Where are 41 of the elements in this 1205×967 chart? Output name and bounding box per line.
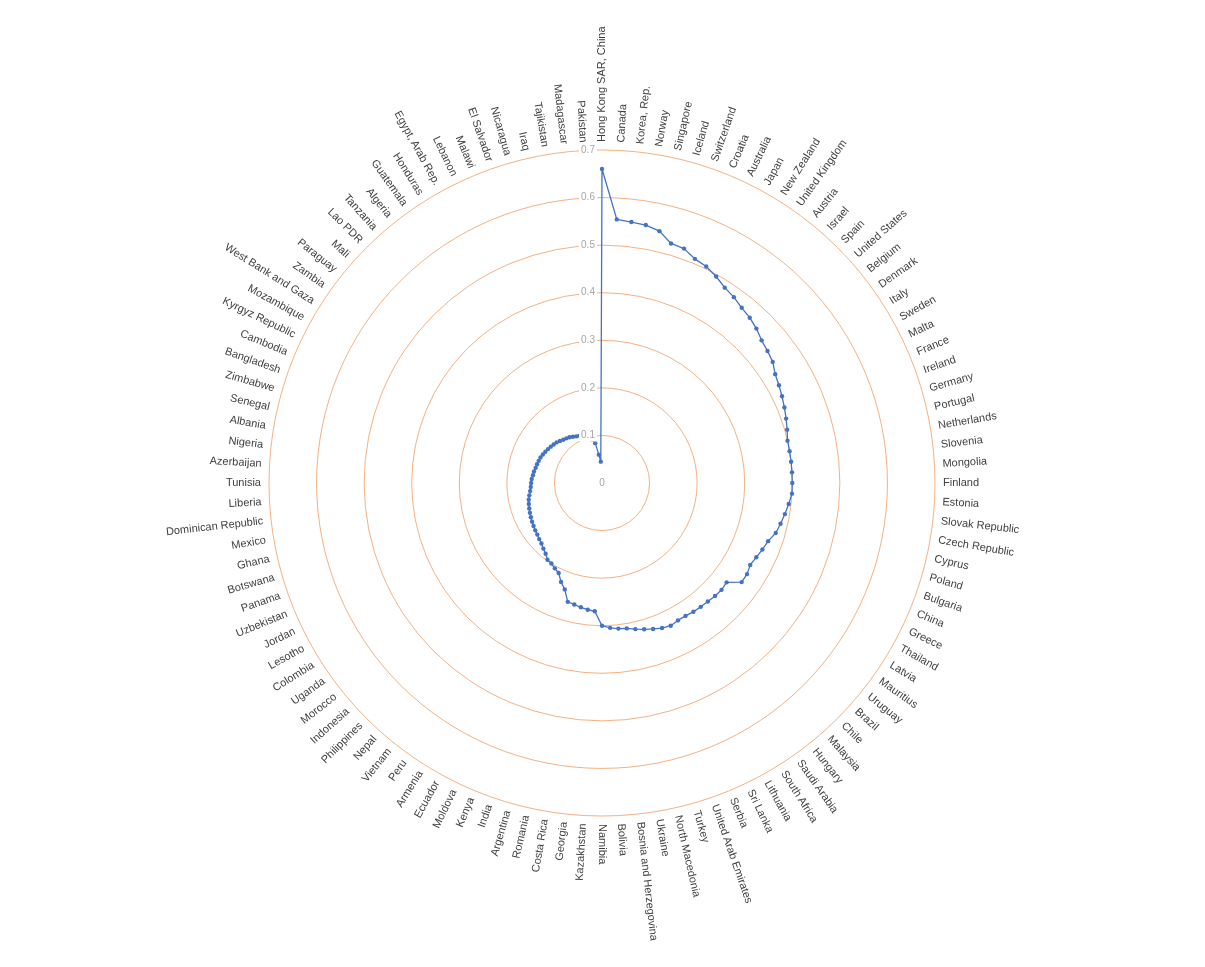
spoke-label: Estonia: [942, 495, 981, 510]
spoke-label: Costa Rica: [529, 817, 550, 873]
spoke-label: Azerbaijan: [209, 454, 262, 469]
spoke-label: Norway: [652, 108, 671, 148]
spoke-label: Mongolia: [942, 454, 989, 469]
y-tick-label: 0.5: [581, 238, 596, 250]
y-tick-label: 0.4: [581, 286, 596, 298]
spoke-label: Ukraine: [654, 818, 673, 858]
spoke-label: Tunisia: [225, 476, 262, 489]
y-tick-label: 0: [599, 476, 606, 488]
spoke-label: Liberia: [228, 495, 263, 509]
spoke-label: Bolivia: [616, 823, 630, 857]
spoke-label: Namibia: [596, 824, 609, 866]
spoke-label: China: [915, 607, 948, 630]
y-tick-label: 0.3: [581, 334, 596, 346]
spoke-label: Madagascar: [552, 83, 571, 146]
spoke-label: Poland: [928, 570, 965, 592]
spoke-label: Korea, Rep.: [633, 85, 652, 145]
spoke-label: Kazakhstan: [572, 823, 588, 882]
y-tick-label: 0.1: [581, 429, 596, 441]
spoke-label: Tajikistan: [532, 101, 552, 148]
spoke-label: Iraq: [516, 130, 533, 152]
spoke-label: Slovak Republic: [940, 514, 1021, 536]
spoke-label: Senegal: [229, 391, 272, 413]
spoke-label: Slovenia: [940, 433, 985, 450]
spoke-label: Canada: [614, 102, 629, 143]
spoke-label: Ghana: [235, 551, 272, 572]
spoke-label: Pakistan: [575, 100, 590, 143]
y-tick-label: 0.2: [581, 381, 596, 393]
spoke-label: Ireland: [921, 352, 958, 376]
spoke-label: Cyprus: [933, 552, 971, 572]
spoke-label: Georgia: [552, 820, 569, 862]
y-tick-label: 0.6: [581, 191, 596, 203]
spoke-label: Hong Kong SAR, China: [595, 25, 608, 142]
spoke-label: Turkey: [691, 808, 713, 845]
spoke-label: Nigeria: [227, 434, 265, 450]
spoke-label: Finland: [943, 476, 980, 489]
spoke-label: Albania: [228, 412, 268, 431]
spoke-label: Romania: [509, 813, 532, 860]
y-tick-label: 0.7: [581, 143, 596, 155]
spoke-label: India: [474, 801, 495, 830]
